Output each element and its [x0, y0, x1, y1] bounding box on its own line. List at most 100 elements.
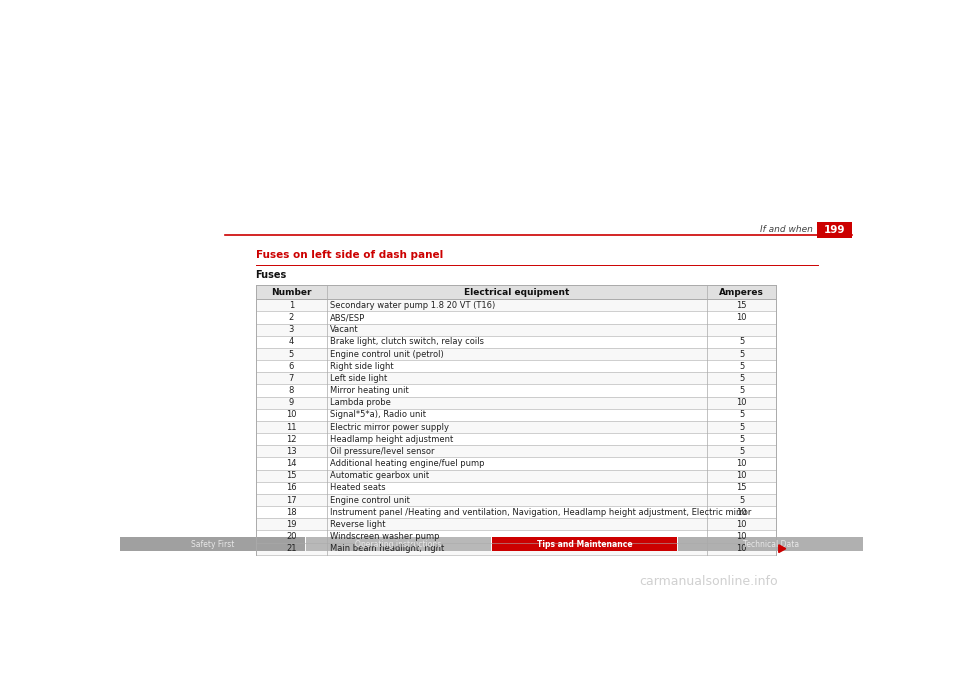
Text: 20: 20: [286, 532, 297, 541]
Text: carmanualsonline.info: carmanualsonline.info: [639, 576, 779, 589]
FancyBboxPatch shape: [120, 537, 305, 551]
Text: 5: 5: [739, 374, 744, 383]
Text: 5: 5: [739, 435, 744, 443]
Text: Instrument panel /Heating and ventilation, Navigation, Headlamp height adjustmen: Instrument panel /Heating and ventilatio…: [330, 508, 752, 517]
Text: 8: 8: [289, 386, 294, 395]
Text: Additional heating engine/fuel pump: Additional heating engine/fuel pump: [330, 459, 485, 468]
FancyBboxPatch shape: [255, 336, 777, 348]
Text: Lambda probe: Lambda probe: [330, 398, 391, 407]
FancyBboxPatch shape: [255, 397, 777, 409]
Text: 10: 10: [736, 313, 747, 322]
Text: 10: 10: [736, 459, 747, 468]
Text: Windscreen washer pump: Windscreen washer pump: [330, 532, 440, 541]
Polygon shape: [779, 545, 785, 553]
FancyBboxPatch shape: [255, 421, 777, 433]
Text: 12: 12: [286, 435, 297, 443]
Text: 5: 5: [739, 350, 744, 359]
Text: 16: 16: [286, 483, 297, 492]
Text: Headlamp height adjustment: Headlamp height adjustment: [330, 435, 453, 443]
Text: 6: 6: [289, 361, 294, 371]
FancyBboxPatch shape: [678, 537, 863, 551]
FancyBboxPatch shape: [255, 482, 777, 494]
FancyBboxPatch shape: [255, 323, 777, 336]
Text: 21: 21: [286, 544, 297, 553]
Text: 3: 3: [289, 325, 294, 334]
Text: 5: 5: [739, 422, 744, 431]
Text: 11: 11: [286, 422, 297, 431]
Text: Secondary water pump 1.8 20 VT (T16): Secondary water pump 1.8 20 VT (T16): [330, 301, 495, 310]
Text: Right side light: Right side light: [330, 361, 394, 371]
Text: 5: 5: [739, 447, 744, 456]
Text: 10: 10: [736, 544, 747, 553]
FancyBboxPatch shape: [255, 360, 777, 372]
Text: 4: 4: [289, 338, 294, 346]
Text: Heated seats: Heated seats: [330, 483, 386, 492]
FancyBboxPatch shape: [255, 530, 777, 542]
Text: 13: 13: [286, 447, 297, 456]
FancyBboxPatch shape: [255, 506, 777, 518]
Text: 18: 18: [286, 508, 297, 517]
FancyBboxPatch shape: [255, 433, 777, 445]
Text: Reverse light: Reverse light: [330, 520, 386, 529]
Text: Operating instructions: Operating instructions: [355, 540, 442, 549]
Text: 5: 5: [739, 338, 744, 346]
Text: If and when: If and when: [760, 226, 813, 235]
Text: Oil pressure/level sensor: Oil pressure/level sensor: [330, 447, 435, 456]
Text: Engine control unit: Engine control unit: [330, 496, 410, 504]
Text: Automatic gearbox unit: Automatic gearbox unit: [330, 471, 429, 480]
FancyBboxPatch shape: [255, 372, 777, 384]
Text: 10: 10: [736, 508, 747, 517]
Text: Electrical equipment: Electrical equipment: [464, 288, 569, 297]
Text: Brake light, clutch switch, relay coils: Brake light, clutch switch, relay coils: [330, 338, 484, 346]
Text: Electric mirror power supply: Electric mirror power supply: [330, 422, 449, 431]
FancyBboxPatch shape: [255, 299, 777, 311]
Text: Tips and Maintenance: Tips and Maintenance: [537, 540, 633, 549]
Text: Number: Number: [271, 288, 312, 297]
FancyBboxPatch shape: [255, 311, 777, 323]
Text: 5: 5: [739, 410, 744, 420]
Text: 15: 15: [286, 471, 297, 480]
Text: ABS/ESP: ABS/ESP: [330, 313, 365, 322]
Text: Signal*5*a), Radio unit: Signal*5*a), Radio unit: [330, 410, 426, 420]
FancyBboxPatch shape: [255, 285, 777, 299]
Text: 5: 5: [289, 350, 294, 359]
Text: Left side light: Left side light: [330, 374, 387, 383]
Text: 10: 10: [736, 520, 747, 529]
Text: Engine control unit (petrol): Engine control unit (petrol): [330, 350, 444, 359]
Text: 7: 7: [289, 374, 294, 383]
Text: Fuses on left side of dash panel: Fuses on left side of dash panel: [255, 250, 443, 260]
FancyBboxPatch shape: [255, 445, 777, 458]
Text: 10: 10: [286, 410, 297, 420]
FancyBboxPatch shape: [306, 537, 492, 551]
Text: 9: 9: [289, 398, 294, 407]
Text: 10: 10: [736, 532, 747, 541]
Text: Fuses: Fuses: [255, 270, 287, 280]
FancyBboxPatch shape: [255, 470, 777, 482]
FancyBboxPatch shape: [255, 494, 777, 506]
Text: 14: 14: [286, 459, 297, 468]
Text: Safety First: Safety First: [191, 540, 234, 549]
FancyBboxPatch shape: [255, 409, 777, 421]
Text: Technical Data: Technical Data: [742, 540, 799, 549]
Text: Mirror heating unit: Mirror heating unit: [330, 386, 409, 395]
Text: 19: 19: [286, 520, 297, 529]
Text: 5: 5: [739, 496, 744, 504]
Text: 15: 15: [736, 483, 747, 492]
FancyBboxPatch shape: [255, 384, 777, 397]
Text: Vacant: Vacant: [330, 325, 359, 334]
FancyBboxPatch shape: [817, 222, 852, 238]
Text: 10: 10: [736, 471, 747, 480]
FancyBboxPatch shape: [255, 542, 777, 555]
Text: 15: 15: [736, 301, 747, 310]
FancyBboxPatch shape: [255, 518, 777, 530]
FancyBboxPatch shape: [255, 458, 777, 470]
Text: 1: 1: [289, 301, 294, 310]
FancyBboxPatch shape: [255, 348, 777, 360]
Text: 199: 199: [824, 225, 846, 235]
Text: 5: 5: [739, 386, 744, 395]
Text: 10: 10: [736, 398, 747, 407]
Text: 2: 2: [289, 313, 294, 322]
FancyBboxPatch shape: [492, 537, 677, 551]
Text: Amperes: Amperes: [719, 288, 764, 297]
Text: 17: 17: [286, 496, 297, 504]
